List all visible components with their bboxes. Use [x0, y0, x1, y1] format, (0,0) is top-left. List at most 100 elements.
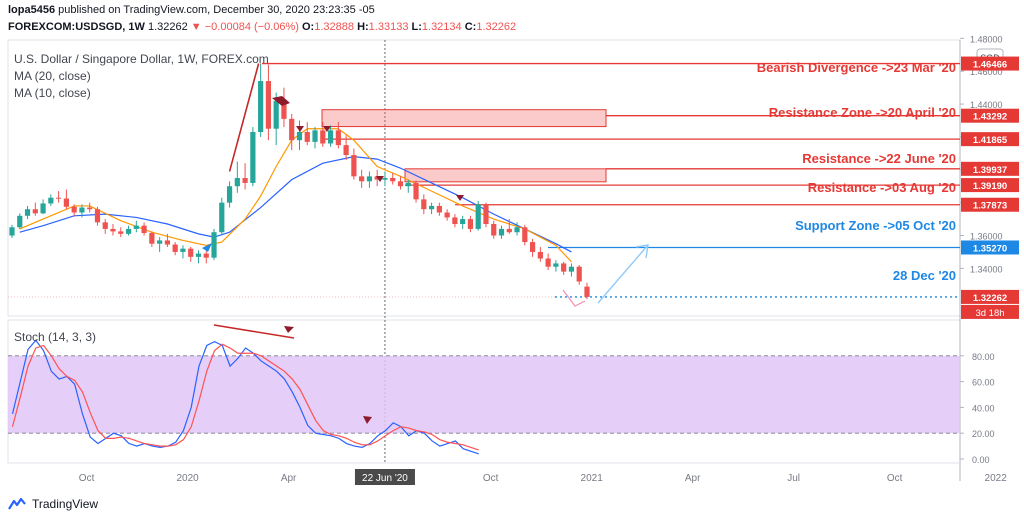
candle-body — [374, 176, 380, 180]
last-price: 1.32262 — [147, 21, 188, 33]
candle-body — [149, 233, 155, 244]
high-value: 1.33133 — [368, 21, 409, 33]
ma10-legend: MA (10, close) — [14, 86, 91, 100]
candle-body — [343, 145, 349, 155]
resistance-zone-june — [404, 168, 607, 183]
price-badge-6 — [961, 240, 1019, 255]
candle-body — [79, 207, 85, 213]
stoch-band — [8, 355, 960, 434]
price-badge-label-6: 1.35270 — [973, 243, 1007, 254]
crosshair-date-label: 22 Jun '20 — [362, 473, 408, 484]
candle-body — [118, 231, 124, 234]
candle-body — [312, 130, 318, 142]
y-tick-label: 1.46000 — [970, 67, 1003, 77]
candle-body — [164, 240, 170, 245]
candle-body — [514, 227, 520, 233]
y-tick-label: 1.44000 — [970, 100, 1003, 110]
candle-body — [250, 132, 256, 183]
candle-body — [359, 176, 365, 182]
candle-body — [475, 204, 481, 229]
publish-text: published on TradingView.com, December 3… — [58, 4, 375, 16]
y-tick-label: 1.34000 — [970, 264, 1003, 274]
candle-body — [537, 251, 543, 259]
candle-body — [281, 100, 287, 119]
annotation-label-3: Resistance ->03 Aug '20 — [808, 180, 956, 195]
candle-body — [102, 222, 108, 229]
resistance-marker-icon — [323, 126, 331, 132]
ma20-legend: MA (20, close) — [14, 69, 91, 83]
candle-body — [413, 182, 419, 200]
candle-body — [94, 209, 101, 223]
candle-body — [444, 212, 450, 218]
candle-body — [141, 225, 147, 234]
footer-brand[interactable]: TradingView — [8, 497, 98, 511]
candle-body — [56, 197, 62, 199]
countdown-label: 3d 18h — [975, 308, 1004, 319]
candle-body — [553, 263, 559, 267]
symbol-name[interactable]: FOREXCOM:USDSGD, 1W — [8, 21, 145, 33]
price-badge-label-4: 1.39190 — [973, 181, 1007, 192]
annotation-label-4: Support Zone ->05 Oct '20 — [795, 218, 956, 233]
stoch-y-tick-label: 20.00 — [972, 429, 995, 439]
price-badge-0 — [961, 56, 1019, 71]
stoch-y-tick-label: 0.00 — [972, 455, 990, 465]
divergence-marker-icon — [272, 96, 290, 106]
publish-info: lopa5456 published on TradingView.com, D… — [8, 4, 375, 16]
candle-body — [219, 202, 225, 233]
candle-body — [467, 219, 474, 229]
candles-group — [9, 63, 590, 300]
price-badge-5 — [961, 197, 1019, 212]
x-tick-label: Jul — [787, 473, 800, 484]
candle-body — [188, 248, 194, 257]
divergence-trendline — [228, 63, 260, 172]
support-marker-icon — [202, 243, 212, 252]
stoch-marker-icon — [284, 326, 294, 333]
candle-body — [421, 199, 427, 210]
x-tick-label: Oct — [887, 473, 903, 484]
candle-body — [226, 186, 233, 203]
candle-body — [561, 263, 567, 272]
candle-body — [133, 225, 139, 229]
candle-body — [366, 176, 373, 182]
candle-body — [506, 228, 512, 233]
candle-body — [351, 155, 357, 177]
y-tick-label: 1.36000 — [970, 232, 1003, 242]
close-value: 1.32262 — [476, 21, 517, 33]
candle-body — [234, 178, 240, 187]
resistance-zone-april — [321, 109, 607, 128]
stoch-marker-icon — [363, 416, 372, 424]
candle-body — [24, 209, 31, 216]
open-label: O: — [302, 21, 315, 33]
annotation-label-0: Bearish Divergence ->23 Mar '20 — [757, 60, 956, 75]
candle-body — [491, 224, 497, 236]
candle-body — [71, 206, 77, 213]
chart-legend-title: U.S. Dollar / Singapore Dollar, 1W, FORE… — [14, 52, 269, 66]
low-label: L: — [411, 21, 422, 33]
candle-body — [32, 209, 38, 214]
price-badge-label-5: 1.37873 — [973, 201, 1007, 212]
candle-body — [289, 118, 295, 141]
candle-body — [48, 197, 54, 204]
price-badge-7 — [961, 289, 1019, 304]
candle-body — [203, 253, 209, 258]
price-pane — [7, 39, 961, 317]
candle-body — [428, 205, 435, 210]
author-name[interactable]: lopa5456 — [8, 4, 56, 16]
x-tick-label: 2020 — [176, 473, 199, 484]
candle-body — [452, 217, 458, 224]
price-badge-4 — [961, 178, 1019, 193]
candle-body — [335, 130, 341, 146]
candle-body — [40, 203, 46, 214]
candle-body — [304, 132, 310, 142]
low-value: 1.32134 — [421, 21, 462, 33]
candle-body — [172, 244, 178, 252]
price-change: −0.00084 (−0.06%) — [204, 21, 299, 33]
candle-body — [211, 232, 217, 258]
price-badge-1 — [961, 108, 1019, 123]
candle-body — [390, 178, 396, 182]
resistance-marker-icon — [456, 195, 464, 201]
down-arrow-icon: ▼ — [190, 21, 202, 33]
ma10-line — [19, 128, 572, 263]
symbol-info: FOREXCOM:USDSGD, 1W 1.32262 ▼ −0.00084 (… — [8, 21, 516, 33]
